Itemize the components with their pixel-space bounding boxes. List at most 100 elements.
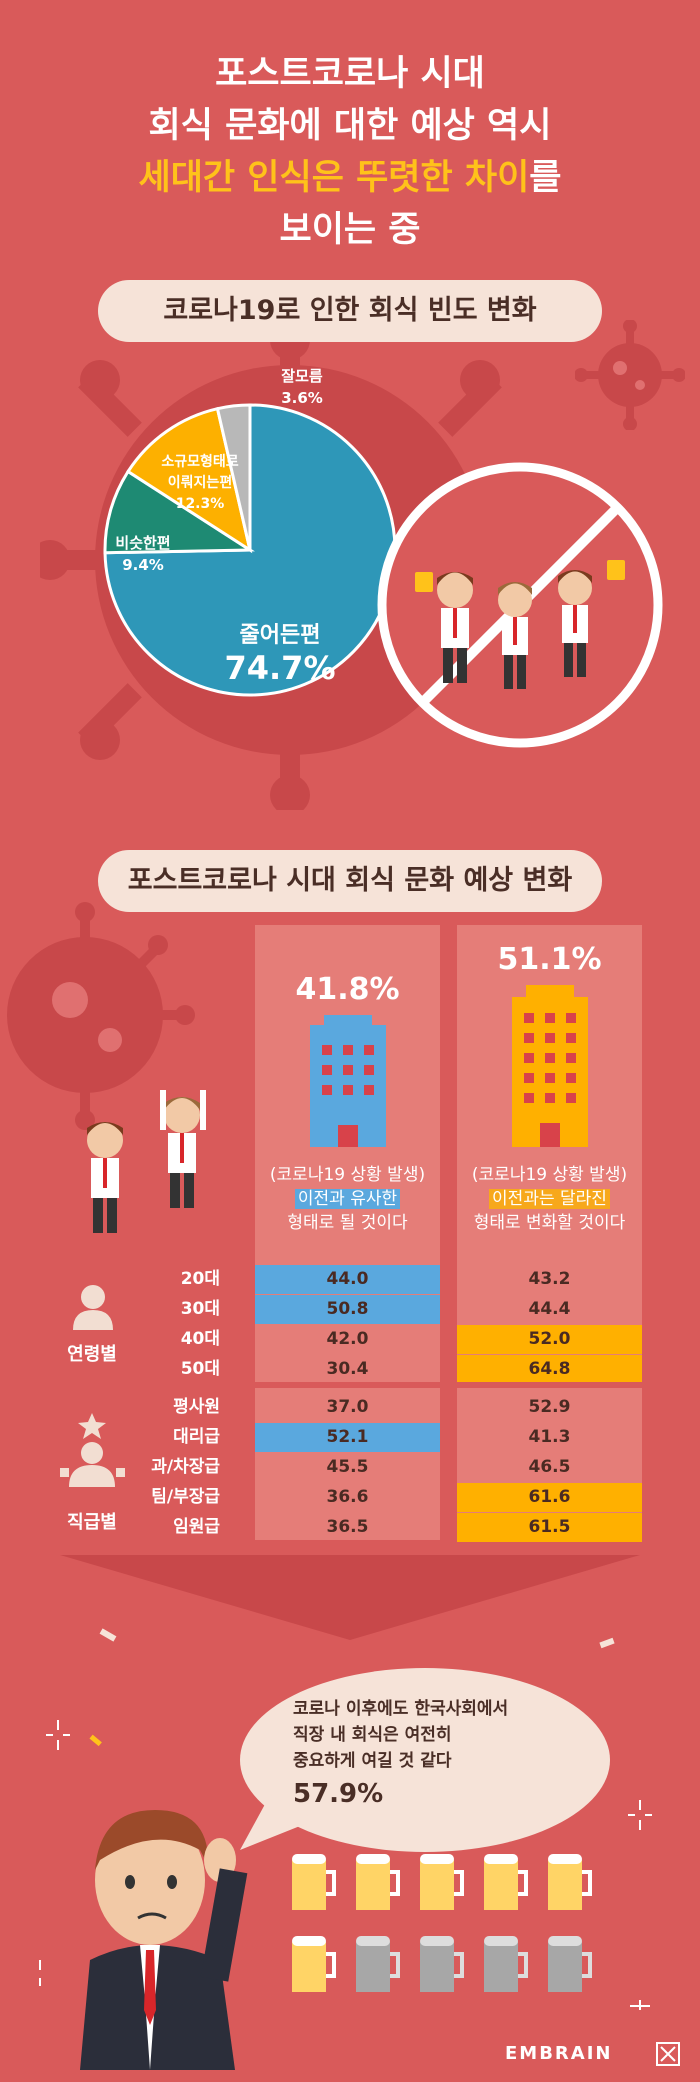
rank-row-assistant-similar: 52.1 bbox=[255, 1423, 440, 1452]
headline: 포스트코로나 시대 회식 문화에 대한 예상 역시 세대간 인식은 뚜렷한 차이… bbox=[0, 48, 700, 256]
rank-row-staff-label: 평사원 bbox=[173, 1397, 220, 1417]
column-changed-desc: (코로나19 상황 발생) 이전과는 달라진 형태로 변화할 것이다 bbox=[457, 1163, 642, 1235]
beer-mug-empty-icon bbox=[548, 1936, 592, 1992]
age-row-50-label: 50대 bbox=[180, 1359, 220, 1379]
businessman-illustration bbox=[80, 1810, 248, 2070]
column-changed-desc2: 이전과는 달라진 bbox=[489, 1189, 610, 1209]
beer-mug-full-icon bbox=[292, 1936, 336, 1992]
beer-mug-full-icon bbox=[356, 1854, 400, 1910]
rank-table: 평사원 37.0 52.9 대리급 52.1 41.3 과/차장급 45.5 4… bbox=[130, 1393, 642, 1543]
headline-line2: 회식 문화에 대한 예상 역시 bbox=[148, 106, 552, 146]
rank-row-assistant-changed: 41.3 bbox=[528, 1427, 571, 1447]
brand-logo-text: EMBRAIN bbox=[505, 2043, 613, 2064]
headline-line3-tail: 를 bbox=[529, 158, 562, 198]
label-small-name1: 소규모형태로 bbox=[161, 454, 239, 470]
age-row-40-changed: 52.0 bbox=[457, 1325, 642, 1354]
rank-row-staff-changed: 52.9 bbox=[528, 1397, 571, 1417]
beer-mug-empty-icon bbox=[420, 1936, 464, 1992]
rank-row-team-label: 팀/부장급 bbox=[151, 1487, 220, 1507]
pie-slice-similar bbox=[103, 469, 255, 555]
label-small-value: 12.3% bbox=[175, 496, 225, 512]
person-icon bbox=[73, 1285, 113, 1330]
rank-row-staff-similar: 37.0 bbox=[326, 1397, 369, 1417]
label-unknown: 잘모름 3.6% bbox=[272, 365, 332, 409]
column-similar-desc: (코로나19 상황 발생) 이전과 유사한 형태로 될 것이다 bbox=[255, 1163, 440, 1235]
label-unknown-name: 잘모름 bbox=[281, 367, 323, 385]
bubble-line1: 코로나 이후에도 한국사회에서 bbox=[293, 1699, 509, 1719]
age-row-40-similar: 42.0 bbox=[326, 1329, 369, 1349]
building-blue-icon bbox=[310, 1015, 386, 1147]
label-small-name2: 이뤄지는편 bbox=[167, 475, 233, 491]
age-row-20-similar: 44.0 bbox=[255, 1265, 440, 1294]
group-divider-right bbox=[457, 1382, 642, 1388]
headline-line1: 포스트코로나 시대 bbox=[215, 54, 485, 94]
label-reduced-value: 74.7% bbox=[224, 649, 336, 687]
pie-slice-small bbox=[125, 406, 253, 554]
virus-decoration-small bbox=[575, 320, 685, 430]
beer-mug-full-icon bbox=[484, 1854, 528, 1910]
label-similar: 비슷한편 9.4% bbox=[108, 532, 178, 576]
age-table: 20대 44.0 43.2 30대 50.8 44.4 40대 42.0 52.… bbox=[130, 1265, 642, 1385]
bubble-line3: 중요하게 여길 것 같다 bbox=[293, 1751, 452, 1771]
age-group-label: 연령별 bbox=[67, 1344, 117, 1365]
column-similar-desc2: 이전과 유사한 bbox=[294, 1189, 401, 1209]
rank-group-label: 직급별 bbox=[67, 1512, 117, 1533]
label-unknown-value: 3.6% bbox=[281, 389, 323, 407]
column-changed-desc3: 형태로 변화할 것이다 bbox=[473, 1213, 626, 1233]
headline-highlight1: 세대간 인식은 bbox=[138, 158, 344, 198]
column-similar-desc1: (코로나19 상황 발생) bbox=[269, 1165, 426, 1185]
rank-row-section-similar: 45.5 bbox=[326, 1457, 369, 1477]
age-row-50-similar: 30.4 bbox=[326, 1359, 369, 1379]
bubble-line2: 직장 내 회식은 여전히 bbox=[293, 1725, 452, 1745]
age-row-30-label: 30대 bbox=[180, 1299, 220, 1319]
age-row-40-label: 40대 bbox=[180, 1329, 220, 1349]
pie-slice-unknown bbox=[215, 403, 252, 551]
section2-title: 포스트코로나 시대 회식 문화 예상 변화 bbox=[98, 850, 602, 912]
age-row-20-label: 20대 bbox=[180, 1269, 220, 1289]
age-row-30-similar: 50.8 bbox=[255, 1295, 440, 1324]
beer-mug-empty-icon bbox=[484, 1936, 528, 1992]
rank-row-exec-similar: 36.5 bbox=[326, 1517, 369, 1537]
no-party-illustration bbox=[377, 462, 663, 748]
age-row-30-changed: 44.4 bbox=[528, 1299, 571, 1319]
column-changed-pct: 51.1% bbox=[497, 942, 602, 977]
speech-bubble bbox=[240, 1668, 610, 1852]
column-changed-desc1: (코로나19 상황 발생) bbox=[471, 1165, 628, 1185]
office-workers-illustration bbox=[87, 1090, 206, 1233]
section1-title: 코로나19로 인한 회식 빈도 변화 bbox=[98, 280, 602, 342]
building-orange-icon bbox=[512, 985, 588, 1147]
rank-row-exec-label: 임원급 bbox=[173, 1517, 220, 1537]
label-reduced: 줄어든편 74.7% bbox=[200, 617, 360, 687]
pie-chart bbox=[103, 403, 397, 697]
rank-row-team-similar: 36.6 bbox=[326, 1487, 369, 1507]
headline-line4: 보이는 중 bbox=[279, 210, 421, 250]
age-row-20-changed: 43.2 bbox=[528, 1269, 571, 1289]
beer-mug-full-icon bbox=[548, 1854, 592, 1910]
rank-row-section-changed: 46.5 bbox=[528, 1457, 571, 1477]
label-reduced-name: 줄어든편 bbox=[239, 623, 321, 648]
virus-decoration-left bbox=[7, 902, 195, 1130]
age-row-50-changed: 64.8 bbox=[457, 1355, 642, 1384]
rank-row-assistant-label: 대리급 bbox=[173, 1427, 220, 1447]
rank-row-section-label: 과/차장급 bbox=[151, 1457, 220, 1477]
rank-row-team-changed: 61.6 bbox=[457, 1483, 642, 1512]
confetti-decoration bbox=[39, 1628, 652, 2010]
bubble-text: 코로나 이후에도 한국사회에서 직장 내 회식은 여전히 중요하게 여길 것 같… bbox=[293, 1696, 593, 1814]
beer-mug-full-icon bbox=[420, 1854, 464, 1910]
headline-highlight2: 뚜렷한 차이 bbox=[356, 158, 530, 198]
beer-mug-full-icon bbox=[292, 1854, 336, 1910]
manager-icon bbox=[60, 1413, 125, 1487]
headline-line3: 세대간 인식은 뚜렷한 차이를 bbox=[0, 152, 700, 204]
chevron-down-icon bbox=[60, 1555, 640, 1640]
label-similar-value: 9.4% bbox=[122, 556, 164, 574]
column-similar-pct: 41.8% bbox=[295, 972, 400, 1007]
rank-row-exec-changed: 61.5 bbox=[457, 1513, 642, 1542]
column-similar-desc3: 형태로 될 것이다 bbox=[287, 1213, 408, 1233]
beer-mug-empty-icon bbox=[356, 1936, 400, 1992]
brand-logo-icon bbox=[656, 2042, 680, 2066]
bubble-percent: 57.9% bbox=[293, 1779, 384, 1809]
label-small: 소규모형태로 이뤄지는편 12.3% bbox=[150, 452, 250, 515]
label-similar-name: 비슷한편 bbox=[115, 534, 171, 552]
beer-mugs bbox=[288, 1850, 648, 2010]
group-divider-left bbox=[255, 1382, 440, 1388]
